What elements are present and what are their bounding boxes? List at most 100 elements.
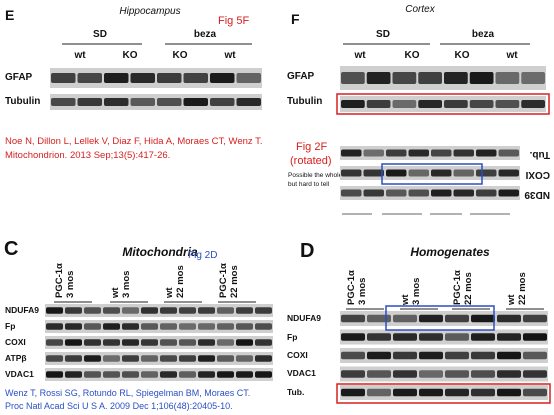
blot-bg bbox=[45, 368, 273, 381]
band bbox=[471, 333, 495, 341]
band bbox=[341, 388, 365, 397]
band bbox=[210, 98, 235, 106]
column-label: PGC-1α bbox=[452, 270, 463, 305]
band bbox=[471, 388, 495, 397]
lane: wt bbox=[505, 50, 518, 61]
band bbox=[141, 307, 158, 314]
band bbox=[419, 388, 443, 397]
band bbox=[122, 339, 139, 346]
column-label: wt bbox=[110, 287, 121, 299]
band bbox=[217, 371, 234, 378]
blot-bg bbox=[50, 94, 262, 110]
band bbox=[453, 149, 474, 157]
band bbox=[367, 351, 391, 360]
band bbox=[122, 307, 139, 314]
row-label: VDAC1 bbox=[287, 368, 316, 378]
row-label: NDUFA9 bbox=[5, 305, 39, 315]
band bbox=[51, 73, 76, 83]
band bbox=[476, 189, 497, 197]
group: beza bbox=[194, 29, 217, 40]
blot-bg bbox=[340, 311, 548, 326]
row-label: COXI bbox=[525, 169, 550, 180]
band bbox=[386, 189, 407, 197]
band bbox=[141, 355, 158, 362]
band bbox=[160, 371, 177, 378]
letter: C bbox=[4, 238, 18, 260]
band bbox=[236, 371, 253, 378]
band bbox=[498, 169, 519, 177]
row-label: Tub. bbox=[287, 387, 304, 397]
column-label: wt bbox=[506, 294, 517, 306]
band bbox=[217, 323, 234, 330]
blot-bg bbox=[340, 348, 548, 363]
title: Cortex bbox=[405, 4, 435, 15]
band bbox=[198, 307, 215, 314]
band bbox=[65, 355, 82, 362]
band bbox=[236, 355, 253, 362]
column-label: 22 mos bbox=[517, 272, 528, 305]
band bbox=[183, 98, 208, 106]
band bbox=[497, 333, 521, 341]
band bbox=[445, 314, 469, 323]
band bbox=[103, 307, 120, 314]
title: Hippocampus bbox=[119, 6, 180, 17]
band bbox=[476, 169, 497, 177]
band bbox=[393, 388, 417, 397]
band bbox=[341, 370, 365, 378]
panel-c: C Mitochondria Fig 2D NDUFA9 Fp COXI ATP… bbox=[4, 238, 250, 411]
band bbox=[84, 323, 101, 330]
row-label: ND39 bbox=[524, 189, 550, 200]
column-label: 3 mos bbox=[65, 271, 76, 298]
letter: F bbox=[291, 11, 300, 27]
band bbox=[198, 355, 215, 362]
column-label: PGC-1α bbox=[218, 263, 229, 298]
band bbox=[122, 355, 139, 362]
band bbox=[408, 169, 429, 177]
band bbox=[445, 351, 469, 360]
band bbox=[419, 370, 443, 378]
band bbox=[84, 307, 101, 314]
panel-d: D Homogenates NDUFA9 Fp COXI VDAC1 Tub. bbox=[287, 240, 490, 397]
band bbox=[523, 351, 547, 360]
band bbox=[160, 355, 177, 362]
band bbox=[179, 371, 196, 378]
column-label: PGC-1α bbox=[54, 263, 65, 298]
band bbox=[122, 323, 139, 330]
band bbox=[255, 339, 272, 346]
row-label: COXI bbox=[287, 350, 308, 360]
row-label: NDUFA9 bbox=[287, 313, 321, 323]
lane: KO bbox=[405, 50, 420, 61]
band bbox=[445, 370, 469, 378]
band bbox=[523, 333, 547, 341]
band bbox=[77, 98, 102, 106]
band bbox=[84, 371, 101, 378]
band bbox=[255, 355, 272, 362]
blot-bg bbox=[340, 366, 548, 382]
band bbox=[431, 169, 452, 177]
band bbox=[453, 169, 474, 177]
band bbox=[444, 72, 468, 84]
column-label: 3 mos bbox=[121, 271, 132, 298]
band bbox=[341, 72, 365, 84]
fig-note: Fig 2D bbox=[188, 250, 217, 261]
band bbox=[367, 314, 391, 323]
band bbox=[393, 314, 417, 323]
band bbox=[179, 323, 196, 330]
band bbox=[84, 355, 101, 362]
fig-note: Fig 2F bbox=[296, 141, 327, 153]
citation: Noe N, Dillon L, Lellek V, Diaz F, Hida … bbox=[5, 136, 263, 147]
comment: Possible the whole panel, bbox=[288, 172, 362, 179]
band bbox=[453, 189, 474, 197]
band bbox=[46, 307, 63, 314]
band bbox=[141, 371, 158, 378]
band bbox=[521, 100, 545, 108]
band bbox=[122, 371, 139, 378]
band bbox=[469, 100, 494, 108]
band bbox=[217, 355, 234, 362]
band bbox=[160, 323, 177, 330]
column-label: 22 mos bbox=[229, 265, 240, 298]
band bbox=[160, 307, 177, 314]
row-label: VDAC1 bbox=[5, 369, 34, 379]
band bbox=[471, 351, 495, 360]
band bbox=[363, 189, 384, 197]
